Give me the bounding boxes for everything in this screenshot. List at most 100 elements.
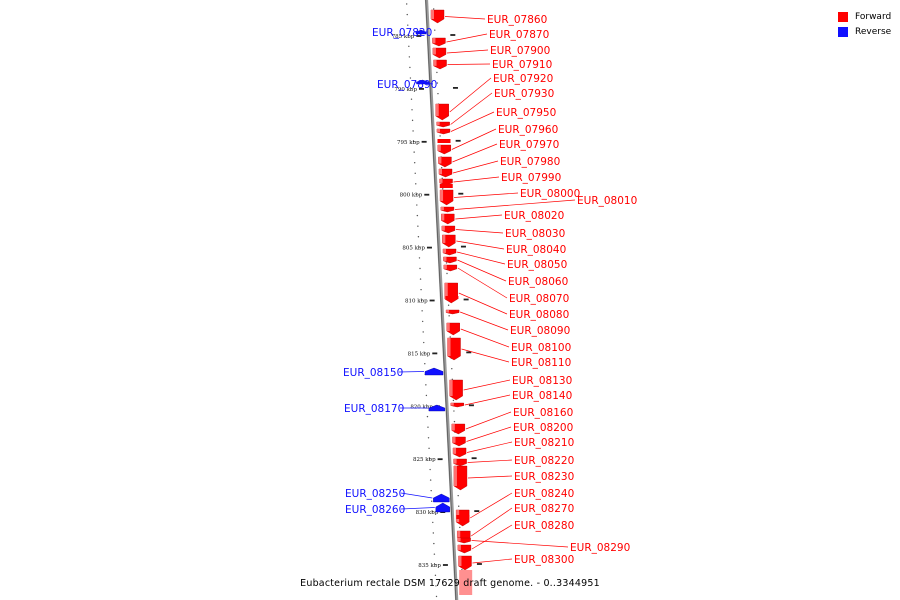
minor-tick-dot [423, 341, 425, 344]
gene-label[interactable]: EUR_07950 [496, 107, 556, 119]
gene-label[interactable]: EUR_07820 [372, 27, 432, 39]
minor-tick-dot [453, 410, 455, 412]
minor-tick-dot [453, 420, 456, 423]
gene-label[interactable]: EUR_08020 [504, 210, 564, 222]
minor-tick-dot [411, 119, 414, 122]
gene-label[interactable]: EUR_07890 [377, 79, 437, 91]
gene-label[interactable]: EUR_08220 [514, 455, 574, 467]
gene-arrow-highlight [447, 338, 451, 356]
minor-tick-dot [434, 564, 436, 566]
gene-label[interactable]: EUR_08290 [570, 542, 630, 554]
minor-tick-dot [406, 3, 408, 5]
minor-tick-dot [408, 56, 411, 58]
gene-leader-line [450, 92, 493, 125]
gene-label[interactable]: EUR_08130 [512, 375, 572, 387]
minor-tick-dot [416, 204, 418, 206]
gene-leader-line [400, 507, 435, 510]
gene-label[interactable]: EUR_07920 [493, 73, 553, 85]
gene-label[interactable]: EUR_07960 [498, 124, 558, 136]
gene-label[interactable]: EUR_08300 [514, 554, 574, 566]
minor-tick-dot [458, 505, 460, 507]
gene-label[interactable]: EUR_08040 [506, 244, 566, 256]
gene-label[interactable]: EUR_08160 [513, 407, 573, 419]
minor-tick-dot [430, 489, 432, 492]
minor-tick-dot [457, 494, 459, 497]
gene-arrow-highlight [450, 403, 454, 406]
gene-arrow-reverse[interactable] [424, 367, 444, 376]
kbp-tick-label: 835 kbp [418, 563, 441, 569]
minor-tick-dot [421, 320, 424, 323]
gene-arrow-reverse[interactable] [435, 502, 451, 513]
gene-label[interactable]: EUR_08090 [510, 325, 570, 337]
gene-label[interactable]: EUR_08000 [520, 188, 580, 200]
gene-label[interactable]: EUR_07990 [501, 172, 561, 184]
gene-arrow-highlight [438, 157, 442, 164]
gene-label[interactable]: EUR_08150 [343, 367, 403, 379]
gene-label[interactable]: EUR_08170 [344, 403, 404, 415]
gene-label[interactable]: EUR_08280 [514, 520, 574, 532]
gene-arrow-highlight [446, 323, 450, 331]
axis-line-edge [425, 0, 457, 600]
minor-tick-dot [431, 500, 433, 502]
minor-tick-dot [428, 458, 431, 460]
gene-label[interactable]: EUR_08010 [577, 195, 637, 207]
minor-tick-dot [446, 272, 448, 275]
gene-arrow-highlight [436, 129, 440, 133]
gene-label[interactable]: EUR_08200 [513, 422, 573, 434]
minor-tick-dot [434, 29, 436, 31]
minor-tick-dot [423, 352, 425, 354]
gene-label[interactable]: EUR_08050 [507, 259, 567, 271]
gene-label[interactable]: EUR_08250 [345, 488, 405, 500]
gene-arrow-highlight [441, 214, 445, 221]
gene-label[interactable]: EUR_07970 [499, 139, 559, 151]
gene-label[interactable]: EUR_08060 [508, 276, 568, 288]
legend-reverse-label: Reverse [855, 26, 892, 37]
gene-label[interactable]: EUR_08240 [514, 488, 574, 500]
gene-label[interactable]: EUR_08230 [514, 471, 574, 483]
gene-leader-line [471, 524, 513, 550]
legend-forward: Forward [838, 9, 891, 24]
genome-caption: Eubacterium rectale DSM 17629 draft geno… [300, 578, 600, 589]
minor-tick-dot [440, 167, 443, 169]
gene-labels: EUR_07820 EUR_07860 EUR_07870 EUR_07890 EUR_… [343, 14, 637, 566]
gene-leader-line [460, 328, 510, 348]
gene-leader-line [467, 475, 513, 479]
gene-arrow-highlight [440, 190, 444, 201]
gene-label[interactable]: EUR_08140 [512, 390, 572, 402]
kbp-tick-label: 825 kbp [413, 457, 436, 463]
gene-label[interactable]: EUR_08070 [509, 293, 569, 305]
gene-arrow-reverse[interactable] [428, 404, 446, 412]
gene-arrow-reverse[interactable] [433, 493, 450, 503]
minor-tick-dot [415, 183, 417, 185]
legend-reverse: Reverse [838, 24, 891, 39]
minor-tick-dot [435, 585, 437, 587]
minor-tick-dot [418, 246, 420, 249]
minor-tick-dot [410, 98, 413, 100]
gene-label[interactable]: EUR_08260 [345, 504, 405, 516]
gene-label[interactable]: EUR_08100 [511, 342, 571, 354]
kbp-tick-label: 800 kbp [400, 193, 423, 199]
gene-label[interactable]: EUR_08080 [509, 309, 569, 321]
gene-label[interactable]: EUR_07930 [494, 88, 554, 100]
gene-label[interactable]: EUR_07870 [489, 29, 549, 41]
gene-arrow-highlight [453, 466, 457, 486]
gene-leader-line [398, 371, 425, 373]
minor-tick-dot [426, 415, 429, 418]
gene-arrow-highlight [443, 249, 447, 253]
minor-tick-dot [417, 236, 420, 238]
gene-label[interactable]: EUR_07860 [487, 14, 547, 26]
gene-arrow-highlight [443, 257, 447, 261]
gene-label[interactable]: EUR_08210 [514, 437, 574, 449]
minor-tick-dot [411, 109, 413, 111]
gene-leader-line [452, 143, 498, 163]
minor-tick-dot [416, 214, 419, 217]
gene-label[interactable]: EUR_07910 [492, 59, 552, 71]
gene-label[interactable]: EUR_07980 [500, 156, 560, 168]
minor-tick-dot [431, 511, 433, 513]
gene-label[interactable]: EUR_07900 [490, 45, 550, 57]
gene-label[interactable]: EUR_08270 [514, 503, 574, 515]
gene-label[interactable]: EUR_08030 [505, 228, 565, 240]
gene-label[interactable]: EUR_08110 [511, 357, 571, 369]
minor-tick-dot [452, 399, 455, 402]
gene-arrow-highlight [435, 104, 439, 116]
